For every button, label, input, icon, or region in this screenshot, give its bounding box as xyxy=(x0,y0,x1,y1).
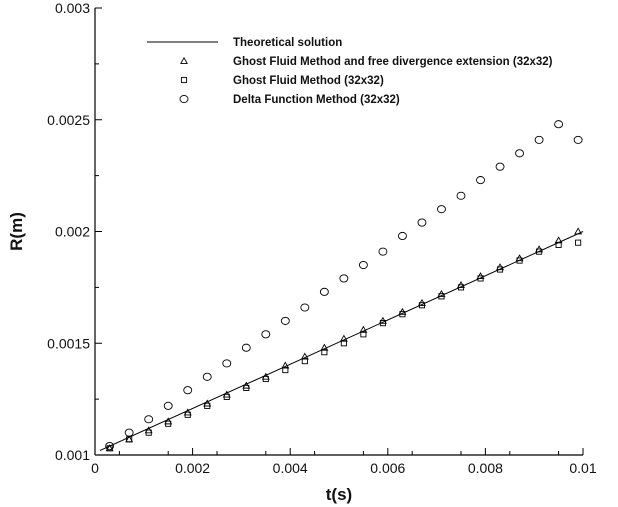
point-square xyxy=(243,384,250,392)
x-tick-label: 0.006 xyxy=(370,460,405,476)
point-square xyxy=(106,445,113,452)
point-circle xyxy=(300,303,310,312)
point-circle xyxy=(319,287,329,296)
legend-label: Theoretical solution xyxy=(233,37,342,49)
point-circle xyxy=(417,218,427,227)
point-square xyxy=(516,257,523,264)
legend-label: Ghost Fluid Method (32x32) xyxy=(233,75,384,87)
x-tick-label: 0.002 xyxy=(175,460,210,476)
point-circle xyxy=(183,386,193,395)
point-circle xyxy=(222,359,232,368)
data-marks xyxy=(99,120,584,452)
point-circle xyxy=(573,135,583,144)
legend: Theoretical solution Ghost Fluid Method a… xyxy=(147,37,553,106)
point-triangle xyxy=(359,325,368,333)
point-square xyxy=(536,248,543,255)
legend-triangle-swatch xyxy=(180,56,188,64)
point-circle xyxy=(476,176,485,185)
y-tick-label: 0.003 xyxy=(55,0,90,16)
point-square xyxy=(496,266,504,273)
point-circle xyxy=(124,428,134,437)
point-square xyxy=(477,275,484,282)
y-tick-label: 0.0025 xyxy=(47,112,90,128)
point-circle xyxy=(397,231,407,241)
point-circle xyxy=(261,330,271,339)
point-circle xyxy=(163,401,173,410)
point-circle xyxy=(105,442,115,451)
x-tick-label: 0.004 xyxy=(273,460,308,476)
y-tick-label: 0.0015 xyxy=(47,335,90,351)
point-square xyxy=(399,311,406,318)
point-circle xyxy=(554,120,564,129)
point-circle xyxy=(280,316,290,325)
point-circle xyxy=(144,415,154,424)
point-triangle xyxy=(554,236,563,244)
x-tick-label: 0 xyxy=(91,460,99,476)
legend-label: Ghost Fluid Method and free divergence e… xyxy=(233,56,553,68)
ticks: 0 0.002 0.004 0.006 0.008 0.01 0.001 0.0015 0.00… xyxy=(47,0,597,476)
point-square xyxy=(126,436,133,443)
point-circle xyxy=(378,247,388,256)
point-triangle xyxy=(574,227,583,235)
y-axis-title: R(m) xyxy=(7,212,26,251)
point-circle xyxy=(437,205,446,214)
point-circle xyxy=(495,162,505,171)
point-square xyxy=(204,402,211,409)
point-square xyxy=(301,358,308,365)
point-triangle xyxy=(281,361,290,369)
point-circle xyxy=(358,260,368,270)
legend-circle-swatch xyxy=(179,94,189,104)
point-square xyxy=(418,302,426,309)
x-tick-label: 0.008 xyxy=(468,460,503,476)
legend-label: Delta Function Method (32x32) xyxy=(233,94,400,106)
point-square xyxy=(223,393,230,400)
point-square xyxy=(575,239,582,246)
y-tick-label: 0.002 xyxy=(55,224,90,240)
point-square xyxy=(145,429,152,436)
point-circle xyxy=(241,343,251,352)
point-square xyxy=(321,349,328,356)
point-square xyxy=(282,367,289,374)
point-circle xyxy=(202,372,212,381)
point-square xyxy=(438,293,445,300)
x-axis-title: t(s) xyxy=(326,485,352,504)
y-tick-label: 0.001 xyxy=(55,447,90,463)
point-circle xyxy=(456,191,466,200)
point-square xyxy=(555,241,562,248)
point-triangle xyxy=(339,334,348,342)
point-square xyxy=(379,320,386,327)
point-triangle xyxy=(320,343,329,351)
point-square xyxy=(184,411,191,418)
point-square xyxy=(360,331,367,338)
legend-square-swatch xyxy=(180,76,188,84)
point-circle xyxy=(515,149,525,158)
point-circle xyxy=(339,274,349,283)
point-square xyxy=(457,284,465,291)
x-tick-label: 0.01 xyxy=(569,460,596,476)
point-square xyxy=(340,340,347,347)
point-triangle xyxy=(300,352,309,360)
point-circle xyxy=(534,135,544,144)
point-square xyxy=(262,375,269,383)
point-square xyxy=(165,420,172,427)
